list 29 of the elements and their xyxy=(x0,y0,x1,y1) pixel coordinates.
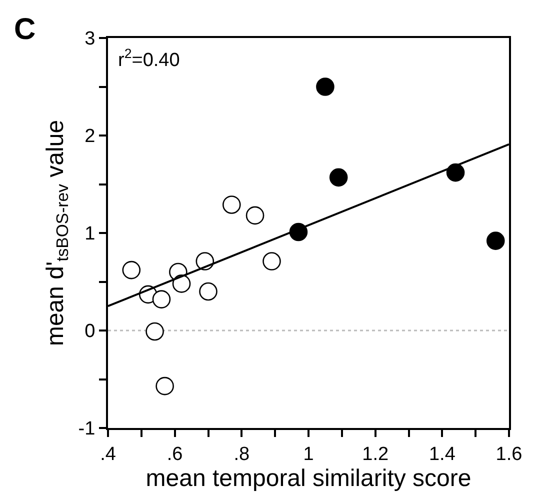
y-tick-label: 0 xyxy=(84,321,96,342)
x-tick-label: 1.2 xyxy=(362,444,389,465)
point xyxy=(152,290,171,308)
x-tick-label: 1.6 xyxy=(496,444,522,465)
x-tick-label: 1 xyxy=(303,444,314,465)
y-tick-label: 1 xyxy=(84,224,96,245)
point xyxy=(246,206,264,225)
x-axis-title: mean temporal similarity score xyxy=(146,464,472,492)
point xyxy=(122,260,141,280)
point xyxy=(316,78,334,96)
x-tick-label: .4 xyxy=(100,444,116,465)
point xyxy=(446,163,465,182)
point xyxy=(199,282,218,301)
y-tick-label: 3 xyxy=(84,28,96,50)
y-tick-label: -1 xyxy=(78,418,96,440)
point xyxy=(262,252,281,270)
point xyxy=(329,168,348,187)
x-tick-label: .6 xyxy=(166,444,183,465)
point xyxy=(222,196,241,214)
text: C xyxy=(14,13,36,46)
x-tick-label: 1.4 xyxy=(428,444,456,465)
point xyxy=(156,376,174,396)
x-tick-label: .8 xyxy=(234,444,250,465)
point xyxy=(486,232,505,250)
annotation: r$^{2}$=0.40 xyxy=(118,46,180,71)
point xyxy=(289,222,308,242)
point xyxy=(146,322,164,341)
point xyxy=(172,274,191,293)
y-tick-label: 2 xyxy=(84,126,96,148)
